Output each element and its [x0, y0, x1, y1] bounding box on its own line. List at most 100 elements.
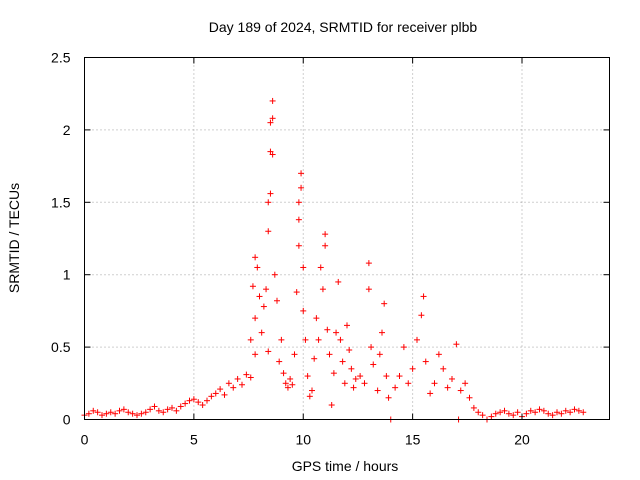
data-point [346, 346, 353, 353]
data-point [271, 271, 278, 278]
data-point [409, 365, 416, 372]
data-point [103, 410, 110, 417]
y-tick-label: 1 [63, 267, 71, 283]
data-point [85, 410, 92, 417]
data-point [466, 394, 473, 401]
data-point [195, 399, 202, 406]
data-point [265, 228, 272, 235]
data-point [319, 286, 326, 293]
data-point [400, 344, 407, 351]
data-point [545, 410, 552, 417]
x-tick-label: 20 [514, 432, 530, 448]
data-point [129, 410, 136, 417]
data-point [190, 396, 197, 403]
y-tick-label: 0.5 [51, 339, 71, 355]
data-point [151, 403, 158, 410]
data-point [208, 393, 215, 400]
data-point [313, 315, 320, 322]
data-point [381, 300, 388, 307]
data-point [475, 409, 482, 416]
data-point [293, 289, 300, 296]
data-point [309, 387, 315, 394]
x-tick-label: 10 [295, 432, 311, 448]
data-point [199, 402, 206, 409]
data-point [252, 351, 259, 358]
data-point [470, 404, 477, 411]
plot-frame [84, 57, 610, 420]
data-point [182, 400, 189, 407]
data-point [540, 407, 547, 414]
data-point [396, 373, 403, 380]
data-point [427, 390, 434, 397]
data-point [280, 370, 287, 377]
data-point [392, 384, 399, 391]
data-point [243, 371, 250, 378]
data-point [289, 381, 296, 388]
data-point [258, 329, 265, 336]
data-points [81, 97, 587, 423]
data-point [263, 286, 270, 293]
data-point [418, 312, 425, 319]
data-point [155, 407, 162, 414]
data-point [177, 403, 184, 410]
data-point [376, 351, 383, 358]
data-point [298, 184, 305, 191]
data-point [352, 375, 359, 382]
data-point [230, 384, 237, 391]
data-point [252, 315, 259, 322]
data-point [300, 307, 307, 314]
data-point [479, 412, 486, 419]
data-point [341, 380, 348, 387]
data-point [379, 329, 385, 336]
x-axis-label: GPS time / hours [292, 458, 399, 474]
data-point [335, 278, 342, 285]
data-point [107, 409, 114, 416]
data-point [501, 407, 508, 414]
data-point [497, 409, 504, 416]
data-point [125, 409, 132, 416]
data-point [217, 386, 224, 393]
data-point [440, 365, 447, 372]
data-point [339, 358, 346, 365]
data-point [138, 410, 145, 417]
x-tick-label: 5 [190, 432, 198, 448]
data-point [265, 199, 272, 206]
data-point [365, 260, 372, 267]
data-point [510, 412, 517, 419]
data-point [142, 409, 149, 416]
data-point [571, 406, 578, 413]
data-point [361, 380, 368, 387]
y-axis-label: SRMTID / TECUs [6, 183, 22, 293]
data-point [549, 412, 556, 419]
data-point [554, 409, 560, 416]
data-point [580, 409, 587, 416]
data-point [567, 409, 574, 416]
data-point [315, 336, 322, 343]
data-point [368, 344, 375, 351]
x-tick-label: 0 [81, 432, 89, 448]
data-point [282, 380, 289, 387]
data-point [326, 351, 333, 358]
grid [84, 57, 610, 420]
data-point [357, 373, 364, 380]
data-point [449, 375, 455, 382]
data-point [365, 286, 372, 293]
chart-title: Day 189 of 2024, SRMTID for receiver plb… [209, 19, 478, 35]
data-point [134, 412, 140, 419]
data-point [90, 407, 97, 414]
data-point [322, 231, 329, 238]
data-point [527, 407, 534, 414]
data-point [186, 397, 193, 404]
data-point [239, 381, 245, 388]
data-point [267, 119, 274, 126]
data-point [225, 380, 232, 387]
data-point [414, 336, 420, 343]
data-point [269, 97, 276, 104]
data-point [333, 329, 340, 336]
data-point [330, 370, 337, 377]
data-point [120, 406, 127, 413]
data-point [287, 375, 294, 382]
data-point [304, 373, 311, 380]
data-point [317, 264, 324, 271]
data-point [306, 393, 313, 400]
